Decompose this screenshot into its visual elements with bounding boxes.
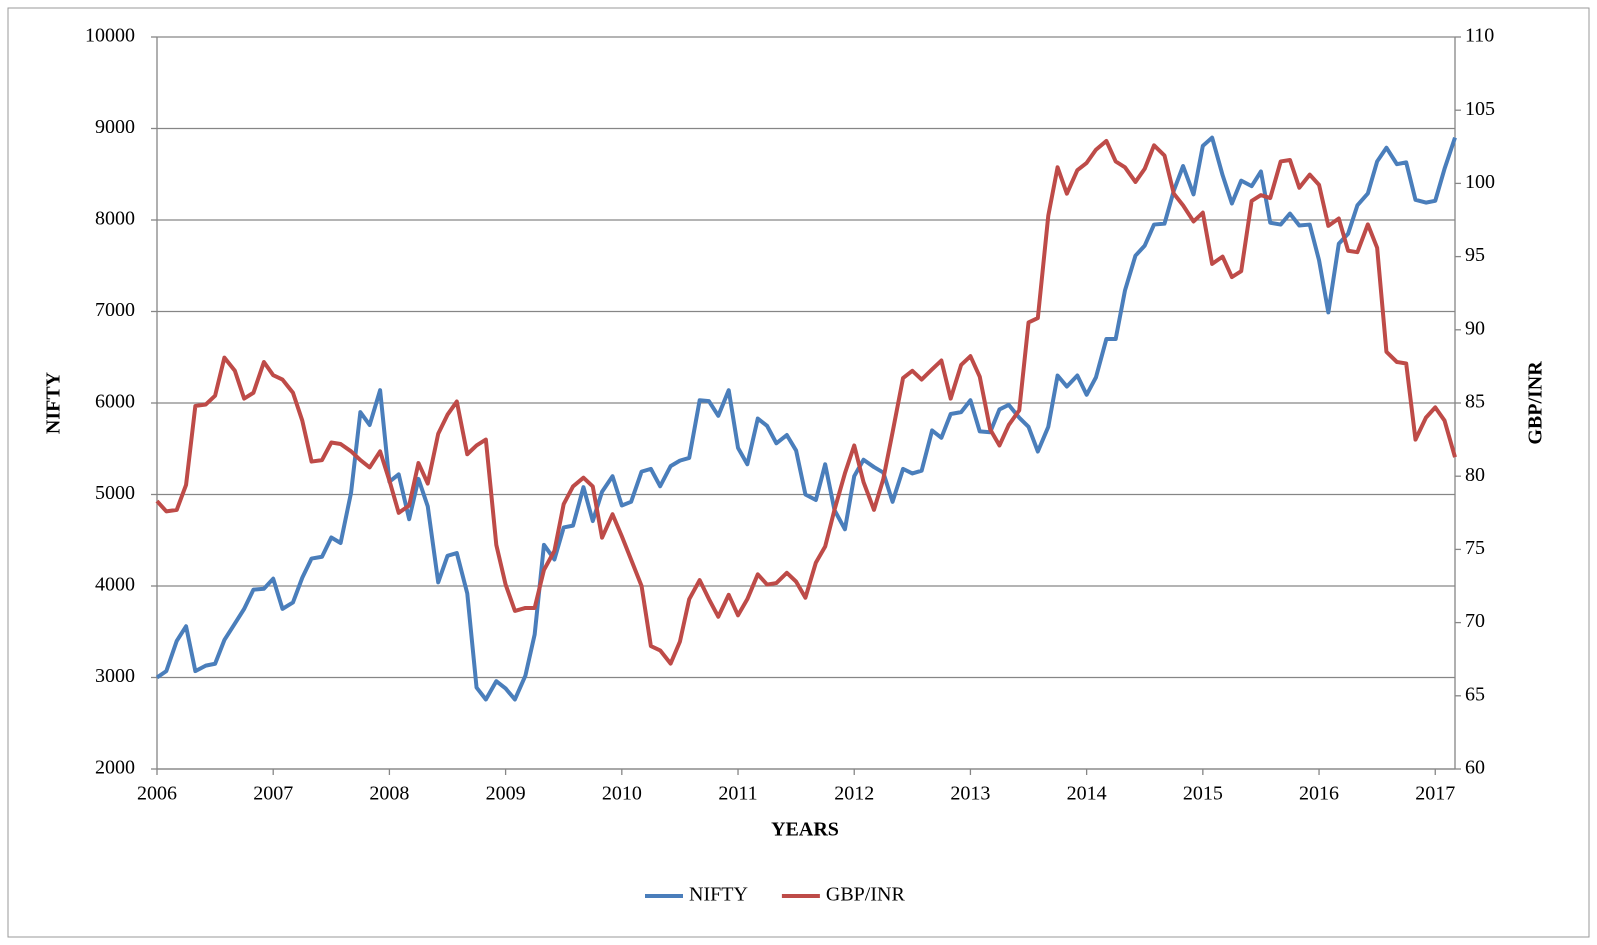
legend-label: GBP/INR (826, 884, 906, 906)
y2-tick-label: 75 (1465, 537, 1485, 559)
x-tick-label: 2013 (950, 783, 990, 805)
y2-tick-label: 65 (1465, 683, 1485, 705)
x-tick-label: 2006 (137, 783, 177, 805)
x-tick-label: 2008 (369, 783, 409, 805)
series-line (155, 138, 1457, 666)
y2-tick-label: 85 (1465, 391, 1485, 413)
y2-tick-label: 60 (1465, 757, 1485, 779)
y-tick-label: 10000 (85, 25, 135, 47)
y-tick-label: 6000 (95, 391, 135, 413)
x-tick-label: 2015 (1183, 783, 1223, 805)
x-tick-label: 2017 (1415, 783, 1455, 805)
chart-frame (7, 7, 1590, 938)
y2-tick-label: 105 (1465, 98, 1495, 120)
y-tick-label: 3000 (95, 665, 135, 687)
x-tick-label: 2011 (718, 783, 757, 805)
y2-tick-label: 100 (1465, 171, 1495, 193)
y-tick-label: 8000 (95, 208, 135, 230)
y2-tick-label: 80 (1465, 464, 1485, 486)
x-tick-label: 2007 (253, 783, 293, 805)
legend-label: NIFTY (689, 884, 748, 906)
y2-tick-label: 95 (1465, 244, 1485, 266)
y2-tick-label: 110 (1465, 25, 1494, 47)
y-tick-label: 4000 (95, 574, 135, 596)
y2-tick-label: 70 (1465, 610, 1485, 632)
y-tick-label: 5000 (95, 482, 135, 504)
y-tick-label: 9000 (95, 116, 135, 138)
y-tick-label: 7000 (95, 299, 135, 321)
x-tick-label: 2016 (1299, 783, 1339, 805)
x-tick-label: 2012 (834, 783, 874, 805)
series-line (155, 135, 1457, 702)
x-tick-label: 2009 (486, 783, 526, 805)
y-tick-label: 2000 (95, 757, 135, 779)
x-tick-label: 2010 (602, 783, 642, 805)
y2-axis-title: GBP/INR (1525, 361, 1547, 445)
y-axis-title: NIFTY (43, 371, 65, 434)
x-axis-title: YEARS (771, 819, 839, 841)
y2-tick-label: 90 (1465, 317, 1485, 339)
x-tick-label: 2014 (1067, 783, 1107, 805)
